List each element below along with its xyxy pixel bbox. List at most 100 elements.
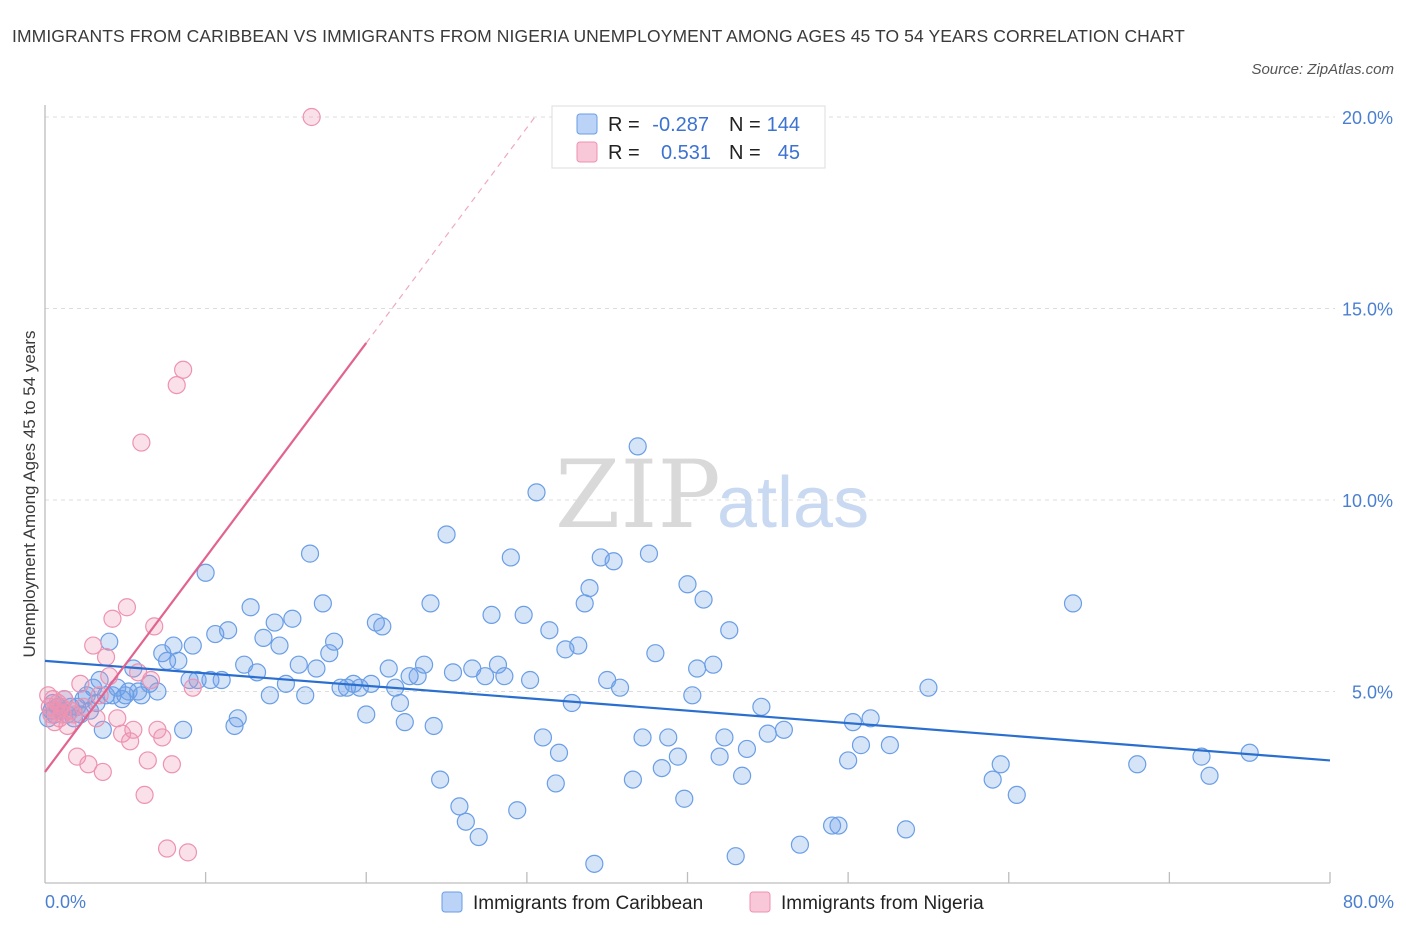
caribbean-point — [688, 659, 707, 678]
caribbean-point — [219, 621, 238, 640]
caribbean-point — [580, 578, 599, 598]
caribbean-point — [196, 563, 215, 582]
caribbean-point — [450, 797, 469, 816]
caribbean-point — [726, 847, 745, 866]
caribbean-point — [93, 720, 112, 739]
caribbean-point — [549, 743, 569, 762]
caribbean-point — [569, 636, 588, 655]
legend-n-value-caribbean: 144 — [767, 114, 800, 136]
caribbean-point — [390, 693, 410, 713]
legend-n-value-nigeria: 45 — [778, 142, 800, 164]
caribbean-point — [289, 655, 308, 674]
caribbean-point — [758, 724, 777, 743]
legend-swatch-caribbean — [576, 113, 598, 135]
caribbean-point — [652, 758, 671, 778]
caribbean-point — [421, 594, 440, 613]
nigeria-point — [162, 755, 181, 774]
nigeria-point — [108, 709, 127, 728]
nigeria-point — [64, 705, 84, 724]
caribbean-point — [431, 770, 450, 789]
caribbean-point — [822, 816, 842, 835]
caribbean-point — [508, 801, 527, 820]
nigeria-point — [167, 376, 186, 395]
nigeria-point — [174, 360, 193, 379]
legend-r-value-caribbean: -0.287 — [652, 114, 709, 136]
nigeria-point — [132, 433, 151, 452]
caribbean-point — [276, 674, 296, 693]
caribbean-point — [373, 617, 392, 636]
caribbean-point — [851, 736, 871, 755]
caribbean-point — [675, 789, 694, 808]
caribbean-point — [1128, 755, 1147, 774]
nigeria-point — [55, 690, 74, 709]
caribbean-point — [482, 605, 501, 625]
caribbean-point — [283, 609, 302, 628]
legend-swatch-nigeria — [576, 141, 598, 163]
caribbean-point — [325, 632, 344, 651]
caribbean-point — [254, 628, 273, 647]
nigeria-point — [103, 609, 122, 628]
caribbean-point — [228, 709, 247, 728]
bottom-legend-label-caribbean: Immigrants from Caribbean — [473, 893, 703, 914]
y-tick-label: 15.0% — [1342, 300, 1393, 320]
y-tick-label: 5.0% — [1352, 683, 1393, 703]
caribbean-point — [646, 644, 665, 663]
caribbean-point — [710, 747, 729, 766]
bottom-legend-label-nigeria: Immigrants from Nigeria — [781, 893, 984, 914]
caribbean-point — [575, 594, 594, 613]
caribbean-point — [414, 655, 434, 674]
nigeria-point — [138, 751, 157, 770]
caribbean-point — [357, 705, 376, 724]
correlation-legend: R = -0.287 N = 144 R = 0.531 N = 45 — [551, 105, 826, 169]
bottom-legend-swatch-nigeria — [749, 891, 771, 913]
caribbean-point — [300, 544, 320, 563]
bottom-legend-swatch-caribbean — [441, 891, 463, 913]
legend-n-label-caribbean: N = — [729, 114, 761, 136]
nigeria-point — [117, 598, 137, 617]
caribbean-point — [829, 816, 848, 835]
source-label: Source: ZipAtlas.com — [1251, 61, 1394, 78]
nigeria-point — [90, 686, 109, 705]
caribbean-point — [169, 651, 188, 670]
watermark-atlas: atlas — [717, 463, 869, 543]
nigeria-point — [58, 716, 77, 736]
nigeria-point — [178, 843, 198, 862]
caribbean-point — [585, 854, 604, 873]
caribbean-point — [1192, 747, 1211, 766]
legend-r-value-nigeria: 0.531 — [661, 142, 711, 164]
caribbean-point — [991, 755, 1010, 774]
caribbean-points — [39, 437, 1259, 873]
x-tick-label-min: 0.0% — [45, 892, 86, 912]
caribbean-point — [919, 678, 938, 697]
nigeria-point — [302, 107, 321, 127]
caribbean-point — [307, 659, 326, 678]
caribbean-point — [350, 678, 369, 697]
caribbean-point — [443, 663, 463, 682]
nigeria-point — [74, 697, 93, 716]
caribbean-point — [1063, 594, 1083, 613]
nigeria-point — [100, 667, 119, 686]
nigeria-point — [93, 762, 112, 782]
caribbean-point — [296, 686, 315, 705]
nigeria-point — [79, 755, 98, 774]
caribbean-point — [265, 613, 284, 632]
caribbean-point — [533, 728, 553, 747]
caribbean-point — [90, 670, 109, 690]
caribbean-point — [861, 709, 880, 728]
caribbean-point — [476, 667, 495, 686]
caribbean-point — [639, 544, 659, 563]
caribbean-point — [320, 644, 339, 663]
nigeria-point — [124, 720, 143, 739]
nigeria-points — [39, 107, 321, 862]
legend-r-label-caribbean: R = — [608, 114, 640, 136]
caribbean-point — [495, 667, 514, 686]
caribbean-point — [720, 621, 739, 640]
caribbean-point — [361, 674, 381, 693]
nigeria-point — [153, 728, 172, 747]
caribbean-point — [241, 598, 260, 617]
caribbean-point — [610, 678, 630, 697]
legend-n-label-nigeria: N = — [729, 142, 761, 164]
caribbean-point — [514, 605, 533, 625]
caribbean-point — [839, 751, 858, 770]
